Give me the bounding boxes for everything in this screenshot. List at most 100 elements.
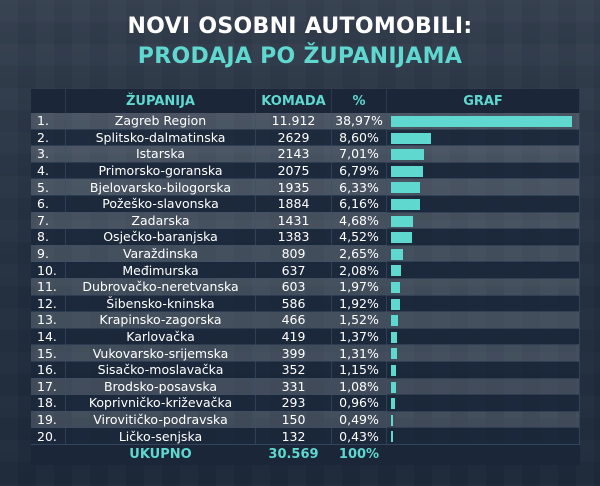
- graph-cell: [386, 195, 580, 213]
- percent-cell: 6,33%: [331, 178, 387, 196]
- percent-bar: [391, 331, 398, 343]
- graph-cell: [386, 245, 580, 263]
- percent-bar: [391, 398, 396, 410]
- county-cell: Osječko-baranjska: [65, 228, 256, 246]
- percent-cell: 4,52%: [331, 228, 387, 246]
- rank-cell: 7.: [31, 212, 66, 230]
- table-row: 16. Sisačko-moslavačka 352 1,15%: [31, 361, 580, 379]
- total-label: UKUPNO: [65, 444, 256, 465]
- table-row: 13. Krapinsko-zagorska 466 1,52%: [31, 311, 580, 329]
- table-row: 10. Međimurska 637 2,08%: [31, 261, 580, 279]
- county-cell: Ličko-senjska: [65, 427, 256, 445]
- quantity-cell: 466: [255, 311, 332, 329]
- rank-cell: 15.: [31, 344, 66, 362]
- table-row: 7. Zadarska 1431 4,68%: [31, 212, 580, 230]
- county-cell: Vukovarsko-srijemska: [65, 344, 256, 362]
- header-percent: %: [331, 89, 387, 113]
- rank-cell: 13.: [31, 311, 66, 329]
- rank-cell: 20.: [31, 427, 66, 445]
- quantity-cell: 1383: [255, 228, 332, 246]
- rank-cell: 8.: [31, 228, 66, 246]
- table-body: 1. Zagreb Region 11.912 38,97% 2. Splitsko-da…: [31, 113, 580, 445]
- percent-bar: [391, 431, 393, 443]
- percent-cell: 2,08%: [331, 261, 387, 279]
- county-cell: Virovitičko-podravska: [65, 411, 256, 429]
- rank-cell: 2.: [31, 129, 66, 147]
- quantity-cell: 2143: [255, 145, 332, 163]
- table-row: 12. Šibensko-kninska 586 1,92%: [31, 295, 580, 313]
- graph-cell: [386, 178, 580, 196]
- percent-cell: 1,37%: [331, 328, 387, 346]
- quantity-cell: 637: [255, 261, 332, 279]
- county-cell: Dubrovačko-neretvanska: [65, 278, 256, 296]
- county-cell: Istarska: [65, 145, 256, 163]
- percent-bar: [391, 132, 431, 144]
- table-row: 4. Primorsko-goranska 2075 6,79%: [31, 162, 580, 180]
- table-row: 1. Zagreb Region 11.912 38,97%: [31, 113, 580, 130]
- rank-cell: 18.: [31, 394, 66, 412]
- rank-cell: 19.: [31, 411, 66, 429]
- county-cell: Krapinsko-zagorska: [65, 311, 256, 329]
- table-row: 17. Brodsko-posavska 331 1,08%: [31, 378, 580, 396]
- quantity-cell: 1431: [255, 212, 332, 230]
- sales-table: ŽUPANIJA KOMADA % GRAF 1. Zagreb Region 11…: [31, 89, 580, 465]
- table-row: 5. Bjelovarsko-bilogorska 1935 6,33%: [31, 178, 580, 196]
- percent-bar: [391, 348, 398, 360]
- graph-cell: [386, 427, 580, 445]
- rank-cell: 11.: [31, 278, 66, 296]
- rank-cell: 3.: [31, 145, 66, 163]
- percent-bar: [391, 265, 401, 277]
- percent-cell: 6,79%: [331, 162, 387, 180]
- quantity-cell: 132: [255, 427, 332, 445]
- county-cell: Karlovačka: [65, 328, 256, 346]
- graph-cell: [386, 212, 580, 230]
- graph-cell: [386, 113, 580, 130]
- percent-cell: 2,65%: [331, 245, 387, 263]
- percent-bar: [391, 149, 424, 161]
- quantity-cell: 1884: [255, 195, 332, 213]
- percent-cell: 4,68%: [331, 212, 387, 230]
- county-cell: Splitsko-dalmatinska: [65, 129, 256, 147]
- percent-bar: [391, 381, 397, 393]
- table-row: 11. Dubrovačko-neretvanska 603 1,97%: [31, 278, 580, 296]
- percent-bar: [391, 215, 413, 227]
- table-row: 9. Varaždinska 809 2,65%: [31, 245, 580, 263]
- graph-cell: [386, 278, 580, 296]
- graph-cell: [386, 311, 580, 329]
- table-row: 2. Splitsko-dalmatinska 2629 8,60%: [31, 129, 580, 147]
- header-graph: GRAF: [386, 89, 580, 113]
- table-row: 19. Virovitičko-podravska 150 0,49%: [31, 411, 580, 429]
- header-county: ŽUPANIJA: [65, 89, 256, 113]
- total-rank-cell: [31, 444, 66, 465]
- total-graph-cell: [386, 444, 580, 465]
- county-cell: Požeško-slavonska: [65, 195, 256, 213]
- percent-bar: [391, 414, 394, 426]
- percent-cell: 38,97%: [331, 113, 387, 130]
- quantity-cell: 2629: [255, 129, 332, 147]
- graph-cell: [386, 228, 580, 246]
- percent-cell: 1,52%: [331, 311, 387, 329]
- percent-bar: [391, 198, 420, 210]
- quantity-cell: 352: [255, 361, 332, 379]
- quantity-cell: 419: [255, 328, 332, 346]
- percent-cell: 7,01%: [331, 145, 387, 163]
- county-cell: Koprivničko-križevačka: [65, 394, 256, 412]
- table-row: 18. Koprivničko-križevačka 293 0,96%: [31, 394, 580, 412]
- rank-cell: 9.: [31, 245, 66, 263]
- total-row: UKUPNO 30.569 100%: [31, 444, 580, 465]
- table-row: 20. Ličko-senjska 132 0,43%: [31, 427, 580, 445]
- percent-cell: 6,16%: [331, 195, 387, 213]
- graph-cell: [386, 145, 580, 163]
- graph-cell: [386, 328, 580, 346]
- total-quantity: 30.569: [255, 444, 332, 465]
- percent-cell: 1,97%: [331, 278, 387, 296]
- graph-cell: [386, 378, 580, 396]
- header-quantity: KOMADA: [255, 89, 332, 113]
- percent-bar: [391, 248, 404, 260]
- percent-cell: 1,92%: [331, 295, 387, 313]
- percent-bar: [391, 165, 423, 177]
- quantity-cell: 809: [255, 245, 332, 263]
- quantity-cell: 399: [255, 344, 332, 362]
- percent-cell: 1,08%: [331, 378, 387, 396]
